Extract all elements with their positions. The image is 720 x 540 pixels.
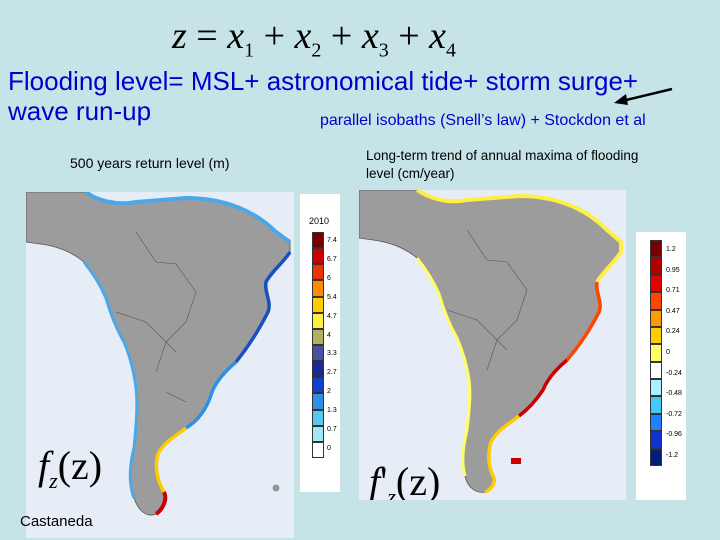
right-function-label: f'z(z) xyxy=(369,459,441,500)
heading-line1: Flooding level= MSL+ astronomical tide+ … xyxy=(8,66,639,96)
arrow-icon xyxy=(614,87,673,105)
left-caption: 500 years return level (m) xyxy=(70,155,230,171)
colorbar-cell xyxy=(650,413,662,432)
colorbar-cell xyxy=(312,232,324,249)
map-return-level: fz(z) xyxy=(26,192,294,538)
colorbar-cell xyxy=(312,425,324,442)
colorbar-cell xyxy=(312,248,324,265)
colorbar-tick-label: 3.3 xyxy=(327,350,337,358)
colorbar-tick-label: -1.2 xyxy=(666,451,679,459)
colorbar-tick-label: 0.24 xyxy=(666,328,680,336)
colorbar-cell xyxy=(650,257,662,275)
colorbar-tick-label: 0 xyxy=(327,444,331,452)
right-colorbar: 1.2 0.95 0.71 0.47 0.24 0 -0.24 -0.48 -0.72 -0.96… xyxy=(636,232,686,500)
colorbar-cell xyxy=(312,345,324,362)
colorbar-tick-label: -0.96 xyxy=(666,431,682,439)
colorbar-cell xyxy=(650,431,662,449)
colorbar-cell xyxy=(650,448,662,466)
colorbar-tick-label: 0 xyxy=(666,349,670,356)
colorbar-tick-label: 4 xyxy=(327,331,331,339)
colorbar-tick-label: 1.3 xyxy=(327,406,337,414)
colorbar-cell xyxy=(650,344,662,362)
colorbar-tick-label: 4.7 xyxy=(327,312,337,320)
heading-line2: wave run-up xyxy=(8,96,152,126)
map-trend: f'z(z) xyxy=(359,190,626,500)
colorbar-cell xyxy=(312,441,324,458)
colorbar-cell xyxy=(650,240,662,258)
method-note: parallel isobaths (Snell’s law) + Stockd… xyxy=(320,112,646,129)
colorbar-cell xyxy=(312,409,324,426)
colorbar-cell xyxy=(312,328,324,345)
colorbar-tick-label: 1.2 xyxy=(666,246,676,254)
colorbar-cell xyxy=(312,312,324,329)
colorbar-tick-label: 6 xyxy=(327,275,331,283)
colorbar-cell xyxy=(650,379,662,397)
colorbar-tick-label: 0.7 xyxy=(327,425,337,433)
colorbar-cell xyxy=(312,361,324,378)
colorbar-cell xyxy=(650,361,662,380)
colorbar-tick-label: -0.72 xyxy=(666,410,682,418)
colorbar-tick-label: 7.4 xyxy=(327,237,337,245)
colorbar-tick-label: 6.7 xyxy=(327,256,337,264)
colorbar-cell xyxy=(312,296,324,313)
colorbar-tick-label: -0.24 xyxy=(666,369,682,377)
formula: z = x1 + x2 + x3 + x4 xyxy=(172,15,457,62)
colorbar-tick-label: 2.7 xyxy=(327,369,337,377)
colorbar-tick-label: 2 xyxy=(327,388,331,396)
left-function-label: fz(z) xyxy=(38,443,103,493)
colorbar-tick-label: 0.95 xyxy=(666,266,680,274)
colorbar-tick-label: 0.47 xyxy=(666,307,680,315)
colorbar-tick-label: 0.71 xyxy=(666,287,680,295)
credit: Castaneda xyxy=(20,513,93,530)
colorbar-year: 2010 xyxy=(309,216,330,226)
colorbar-tick-label: 5.4 xyxy=(327,293,337,301)
colorbar-cell xyxy=(650,396,662,414)
colorbar-cell xyxy=(312,280,324,297)
colorbar-cell xyxy=(312,377,324,394)
colorbar-cell xyxy=(312,393,324,410)
colorbar-cell xyxy=(650,274,662,293)
colorbar-cell xyxy=(650,292,662,310)
left-colorbar: 2010 7.4 6.7 6 5.4 4.7 4 3.3 2.7 2 1.3 0.7 0 xyxy=(300,194,340,492)
colorbar-cell xyxy=(650,326,662,345)
colorbar-cell xyxy=(312,264,324,281)
colorbar-cell xyxy=(650,309,662,327)
colorbar-tick-label: -0.48 xyxy=(666,390,682,398)
right-caption: Long-term trend of annual maxima of floo… xyxy=(366,148,639,181)
